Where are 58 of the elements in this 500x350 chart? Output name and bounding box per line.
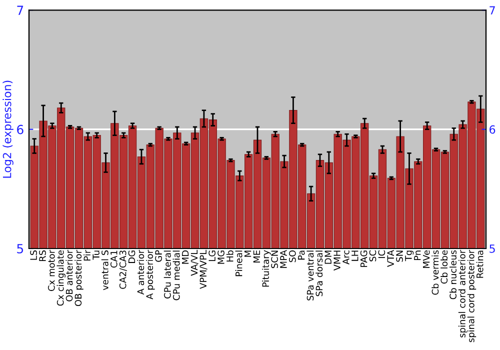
x-tick-label: Cx motor bbox=[48, 250, 55, 291]
x-tick-label: Tg bbox=[405, 250, 414, 262]
y-tick-label: 7 bbox=[17, 6, 24, 15]
x-tick-label: Cx cingulate bbox=[56, 250, 66, 306]
x-tick-label: CA2/CA3 bbox=[119, 250, 127, 289]
x-tick-label: VMH bbox=[334, 250, 340, 271]
x-tick-label: SPa ventral bbox=[306, 250, 314, 300]
x-tick-label: M bbox=[244, 250, 252, 257]
x-tick-label: A anterior bbox=[137, 250, 144, 295]
y-tick-label: 5 bbox=[17, 244, 24, 254]
x-tick-label: SCN bbox=[271, 250, 278, 268]
x-tick-label: spinal cord anterior bbox=[458, 250, 468, 338]
x-tick-label: OB posterior bbox=[74, 250, 84, 306]
x-tick-label: Tu bbox=[92, 250, 100, 260]
y-tick-label: 6 bbox=[17, 124, 24, 134]
x-tick-label: MG bbox=[218, 250, 224, 264]
x-tick-label: GP bbox=[155, 250, 162, 262]
x-tick-label: PAG bbox=[360, 250, 368, 267]
x-tick-label: LS bbox=[30, 250, 37, 260]
x-tick-label: Retina bbox=[476, 250, 484, 278]
x-tick-label: CPu lateral bbox=[164, 250, 171, 298]
x-tick-label: RS bbox=[39, 250, 46, 262]
x-tick-label: MPA bbox=[280, 250, 287, 268]
x-tick-label: Pa bbox=[298, 250, 305, 260]
y-axis-title: Log2 (expression) bbox=[2, 80, 14, 178]
y2-tick-label: 5 bbox=[490, 244, 495, 253]
x-tick-label: MVe bbox=[423, 250, 430, 268]
x-tick-label: IC bbox=[378, 250, 386, 258]
x-tick-label: Pituitary bbox=[262, 250, 271, 287]
x-tick-label: MD bbox=[182, 250, 189, 264]
x-tick-label: LG bbox=[208, 250, 216, 262]
x-tick-label: Hb bbox=[226, 250, 234, 262]
x-tick-label: LH bbox=[352, 250, 358, 261]
x-tick-label: ventral S bbox=[101, 250, 108, 290]
x-tick-label: Cb vermis bbox=[432, 250, 439, 295]
x-tick-label: DG bbox=[128, 250, 136, 263]
x-tick-label: A posterior bbox=[146, 250, 155, 300]
x-tick-label: SC bbox=[369, 250, 376, 262]
x-tick-label: SPa dorsal bbox=[316, 250, 323, 296]
y2-tick-label: 7 bbox=[490, 6, 495, 14]
x-tick-label: VTA bbox=[387, 250, 394, 267]
x-tick-label: CA1 bbox=[110, 250, 118, 268]
x-tick-label: Cb lobe bbox=[440, 250, 448, 284]
x-tick-label: spinal cord posterior bbox=[467, 250, 476, 342]
x-tick-label: SO bbox=[288, 250, 296, 262]
x-tick-label: Pir bbox=[84, 250, 90, 260]
x-tick-label: SN bbox=[396, 250, 403, 262]
x-tick-label: Arc bbox=[342, 250, 350, 264]
x-tick-label: Pineal bbox=[235, 250, 242, 276]
x-tick-label: CPu medial bbox=[172, 250, 180, 300]
x-tick-label: ME bbox=[253, 250, 260, 262]
x-tick-label: Cb nucleus bbox=[450, 250, 456, 300]
x-tick-label: Pn bbox=[414, 250, 421, 260]
x-tick-label: OB anterior bbox=[66, 250, 73, 302]
y2-tick-label: 6 bbox=[490, 125, 496, 134]
x-tick-label: VA/VL bbox=[190, 250, 198, 276]
x-tick-label: DM bbox=[324, 250, 332, 264]
x-tick-label: VPM/VPL bbox=[200, 250, 208, 289]
